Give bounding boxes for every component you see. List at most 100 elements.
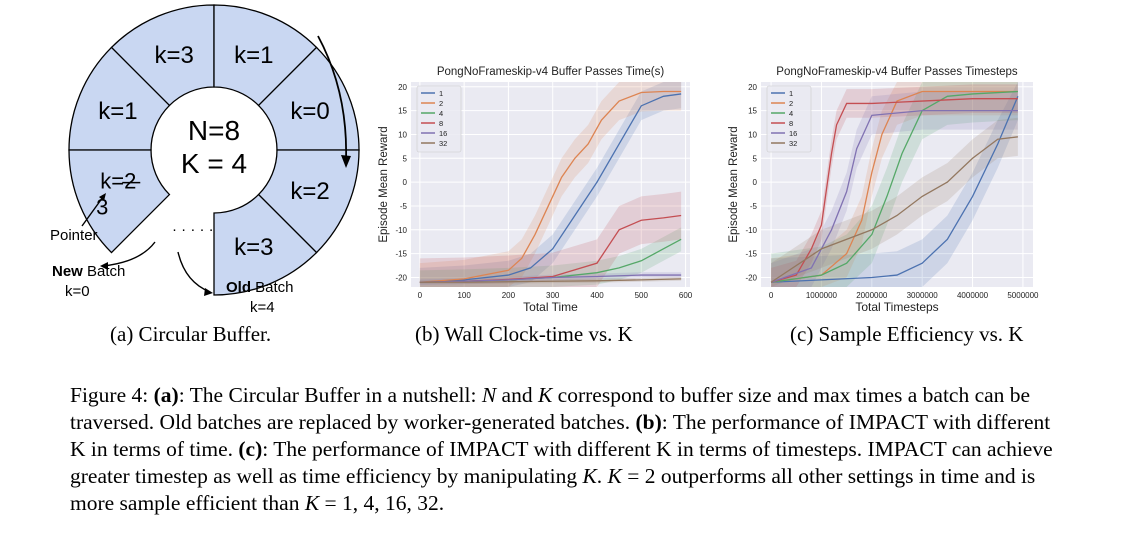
series-band-1 [771,82,1018,287]
x-tick-label: 600 [679,291,693,300]
y-axis-label: Episode Mean Reward [378,126,390,242]
buffer-slot-label: k=2 [290,178,329,205]
series-band-4 [419,227,682,287]
pointer-label: Pointer [50,227,98,244]
series-band-2 [419,82,682,287]
new-batch-arrow [102,241,156,267]
series-line-2 [770,90,1018,283]
rotation-arrow [317,35,348,161]
legend-label: 1 [439,89,443,98]
caption-c-text2: . [596,464,608,488]
caption-c-k1: K [582,464,597,488]
rotation-arrowhead-icon [341,155,351,168]
x-tick-label: 400 [590,291,604,300]
legend-label: 32 [439,139,447,148]
pointer-arrow [81,196,104,227]
x-tick-label: 1000000 [806,291,838,300]
y-tick-label: -10 [395,226,407,235]
y-tick-label: 0 [753,178,758,187]
legend-label: 2 [439,99,443,108]
series-line-16 [419,274,682,283]
caption-a-tag: (a) [153,383,179,407]
y-tick-label: 10 [748,130,757,139]
x-tick-label: 500 [635,291,649,300]
x-tick-label: 5000000 [1007,291,1039,300]
caption-c-k3: K [304,491,320,515]
center-n-label: N=8 [188,115,240,146]
chart-title: PongNoFrameskip-v4 Buffer Passes Time(s) [437,66,664,78]
y-tick-label: 5 [753,154,758,163]
y-axis-label: Episode Mean Reward [728,126,740,242]
x-tick-label: 2000000 [856,291,888,300]
old-batch-label: Old Batch [226,279,294,296]
x-tick-label: 0 [418,291,423,300]
caption-a-k: K [537,383,553,407]
new-batch-arrowhead-icon [100,262,108,270]
y-tick-label: -15 [395,250,407,259]
caption-c-text1: : The performance of IMPACT with differe… [70,437,1053,488]
old-batch-k: k=4 [250,299,275,316]
subcaption-a: (a) Circular Buffer. [110,322,272,346]
series-band-1 [419,82,682,287]
buffer-slot [68,46,171,151]
series-band-16 [771,91,1018,287]
chart-title: PongNoFrameskip-v4 Buffer Passes Timeste… [776,66,1018,78]
series-line-1 [771,96,1019,283]
caption-c-text3: = 2 outperforms all other settings in ti… [70,464,1036,515]
x-axis-label: Total Timesteps [855,300,938,314]
buffer-slot [213,193,318,296]
x-axis-label: Total Time [523,300,578,314]
pointer-arrowhead-icon [99,193,106,201]
dots-label: · · · · · [172,221,214,238]
caption-b-tag: (b) [635,410,662,434]
caption-c-text4: = 1, 4, 16, 32. [319,491,445,515]
y-tick-label: -10 [745,226,757,235]
center-k-label: K = 4 [181,148,247,179]
subcaption-b: (b) Wall Clock-time vs. K [415,322,633,346]
legend-label: 4 [439,109,443,118]
series-band-8 [771,84,1018,287]
series-band-8 [419,191,682,287]
new-batch-label: New Batch [52,263,125,280]
caption-a-n: N [481,383,497,407]
series-line-4 [770,90,1018,283]
caption-a-text2: and [496,383,538,407]
x-tick-label: 3000000 [907,291,939,300]
new-batch-k: k=0 [65,283,90,300]
y-tick-label: 10 [398,130,407,139]
x-tick-label: 100 [457,291,471,300]
buffer-slot-pointer [68,149,171,254]
series-line-16 [770,109,1018,283]
old-batch-arrowhead-icon [204,288,213,296]
pointer-slot-new-label: 3 [96,195,108,220]
y-tick-label: -5 [400,202,408,211]
y-tick-label: 15 [398,107,407,116]
legend-label: 16 [439,129,447,138]
caption-b-text: : The performance of IMPACT with differe… [70,410,1051,461]
circular-buffer-diagram: k=3 k=1k=0k=2k=3k=1k=23 N=8 K = 4 Pointer… [50,4,360,316]
buffer-slot-label: k=0 [290,98,329,125]
y-tick-label: -15 [745,250,757,259]
y-tick-label: -20 [395,273,407,282]
y-tick-label: 20 [748,83,757,92]
x-tick-label: 300 [546,291,560,300]
caption-a-text3: correspond to buffer size and max times … [70,383,1031,434]
buffer-slot-label: k=3 [234,234,273,261]
y-tick-label: 5 [403,154,408,163]
legend-label: 8 [789,119,793,128]
figure-label: Figure 4: [70,383,149,407]
legend-label: 8 [439,119,443,128]
y-tick-label: 0 [403,178,408,187]
legend-label: 32 [789,139,797,148]
chart-sample-efficiency: -20 -15 -10 -5 0 5 10 15 20 0 1000000 2000000 300000… [728,66,1039,314]
buffer-slot-label: k=1 [234,42,273,69]
series-band-4 [771,82,1018,287]
pointer-slot-old-label: k=2 [100,169,136,194]
y-tick-label: -20 [745,273,757,282]
series-line-8 [770,98,1018,283]
y-tick-label: 15 [748,107,757,116]
caption-c-tag: (c) [238,437,263,461]
legend-label: 1 [789,89,793,98]
figure-caption: Figure 4: (a): The Circular Buffer in a … [70,382,1070,517]
